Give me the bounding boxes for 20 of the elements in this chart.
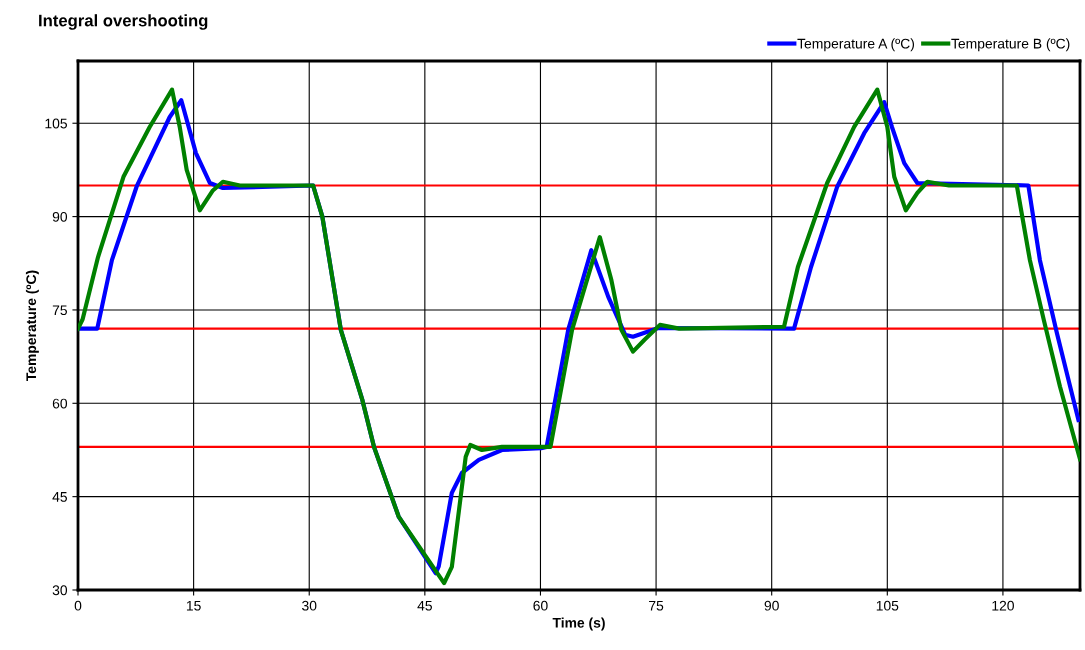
y-tick-label: 30: [52, 585, 68, 596]
chart-title: Integral overshooting: [39, 14, 208, 30]
legend-label: Temperature B (ºC): [951, 38, 1070, 52]
y-tick-label: 75: [52, 305, 67, 316]
x-axis-title: Time (s): [552, 617, 605, 631]
y-tick-label: 105: [45, 118, 67, 129]
x-tick-label: 105: [876, 600, 899, 611]
legend-label: Temperature A (ºC): [797, 38, 915, 52]
y-tick-label: 90: [52, 211, 68, 222]
y-axis-title: Temperature (ºC): [25, 270, 39, 381]
x-tick-label: 45: [417, 600, 432, 611]
x-tick-label: 90: [764, 600, 779, 611]
x-tick-label: 120: [992, 600, 1014, 611]
x-tick-label: 15: [186, 600, 201, 611]
x-tick-label: 30: [302, 600, 317, 611]
y-tick-label: 60: [52, 398, 68, 409]
x-tick-label: 60: [533, 600, 548, 611]
x-tick-label: 0: [74, 600, 82, 611]
x-tick-label: 75: [649, 600, 664, 611]
y-tick-label: 45: [52, 492, 67, 502]
